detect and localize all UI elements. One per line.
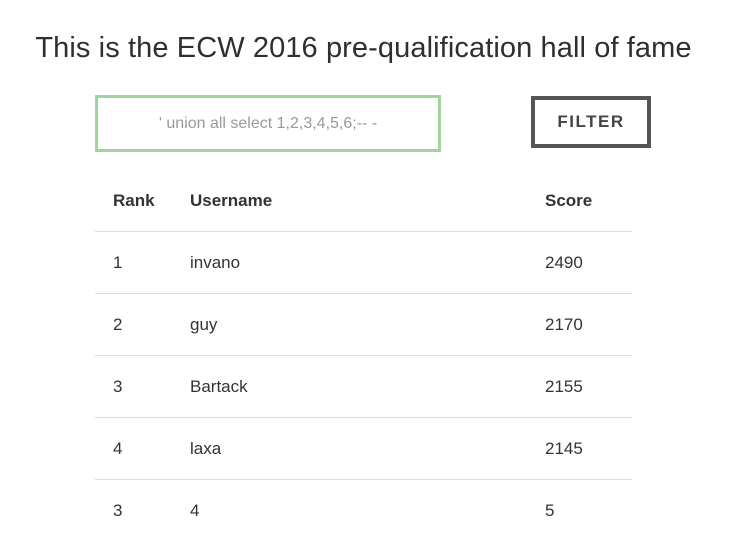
column-header-score: Score: [545, 190, 593, 210]
cell-username: Bartack: [190, 355, 545, 418]
hall-of-fame-table: Rank Username Score 1 invano 2490 2 guy …: [95, 170, 632, 541]
cell-username: laxa: [190, 417, 545, 480]
table-row: 1 invano 2490: [95, 231, 632, 294]
page-title: This is the ECW 2016 pre-qualification h…: [35, 32, 692, 64]
cell-username: invano: [190, 231, 545, 294]
cell-rank: 3: [95, 355, 190, 418]
cell-rank: 4: [95, 417, 190, 480]
column-header-rank: Rank: [113, 190, 155, 210]
cell-rank: 1: [95, 231, 190, 294]
table-row: 3 Bartack 2155: [95, 355, 632, 418]
column-header-username: Username: [190, 190, 273, 210]
cell-score: 5: [545, 479, 632, 541]
table-header-row: Rank Username Score: [95, 170, 632, 232]
filter-input[interactable]: [95, 95, 441, 152]
cell-score: 2490: [545, 231, 632, 294]
cell-score: 2170: [545, 293, 632, 356]
table-row: 2 guy 2170: [95, 293, 632, 356]
table-row: 4 laxa 2145: [95, 417, 632, 480]
cell-username: guy: [190, 293, 545, 356]
cell-score: 2145: [545, 417, 632, 480]
cell-rank: 3: [95, 479, 190, 541]
cell-username: 4: [190, 479, 545, 541]
cell-rank: 2: [95, 293, 190, 356]
cell-score: 2155: [545, 355, 632, 418]
filter-button[interactable]: FILTER: [531, 96, 651, 148]
table-row: 3 4 5: [95, 479, 632, 541]
